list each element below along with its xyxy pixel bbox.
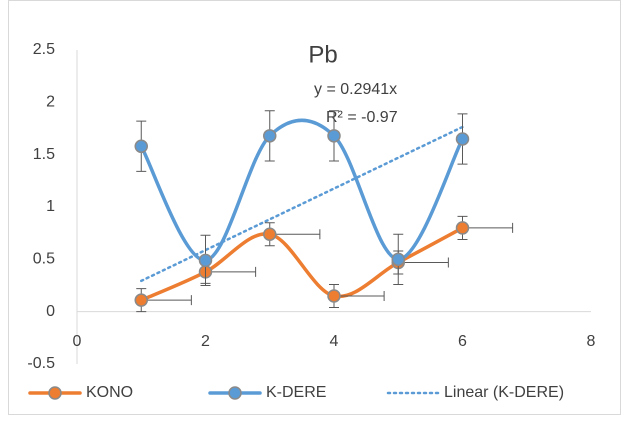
y-tick-label: 0.5 [33, 251, 55, 268]
error-bar-x [205, 266, 257, 277]
chart-title: Pb [308, 41, 337, 68]
error-bar-x [141, 295, 192, 306]
legend-marker [48, 386, 62, 400]
y-tick-label: 1.5 [33, 146, 55, 163]
y-tick-label: 1 [46, 198, 55, 215]
legend-marker [228, 386, 242, 400]
series-line [140, 226, 464, 302]
marker [198, 253, 213, 268]
marker [327, 129, 341, 143]
error-bar-x [398, 257, 449, 268]
marker [263, 129, 277, 143]
legend-label: Linear (K-DERE) [444, 384, 564, 401]
error-bar-x [334, 290, 385, 301]
marker [263, 227, 277, 241]
trendline [140, 125, 464, 283]
legend-label: K-DERE [266, 384, 326, 401]
y-tick-label: 2 [46, 94, 55, 111]
x-tick-label: 8 [587, 333, 596, 350]
marker [327, 289, 341, 303]
legend-label: KONO [86, 384, 133, 401]
marker [391, 252, 405, 267]
error-bar-x [462, 222, 514, 233]
marker [134, 139, 148, 154]
marker [455, 221, 470, 235]
y-tick-label: -0.5 [27, 355, 55, 372]
x-tick-label: 4 [330, 333, 339, 350]
chart-border [8, 0, 621, 415]
annotation: R² = -0.97 [326, 109, 398, 126]
marker [134, 293, 148, 307]
annotation: y = 0.2941x [314, 81, 397, 98]
series-line [139, 118, 465, 263]
y-tick-label: 2.5 [33, 41, 55, 58]
x-tick-label: 2 [201, 333, 210, 350]
x-tick-label: 6 [458, 333, 467, 350]
marker [455, 132, 470, 146]
y-tick-label: 0 [46, 303, 55, 320]
x-tick-label: 0 [73, 333, 82, 350]
error-bar-x [269, 229, 321, 240]
